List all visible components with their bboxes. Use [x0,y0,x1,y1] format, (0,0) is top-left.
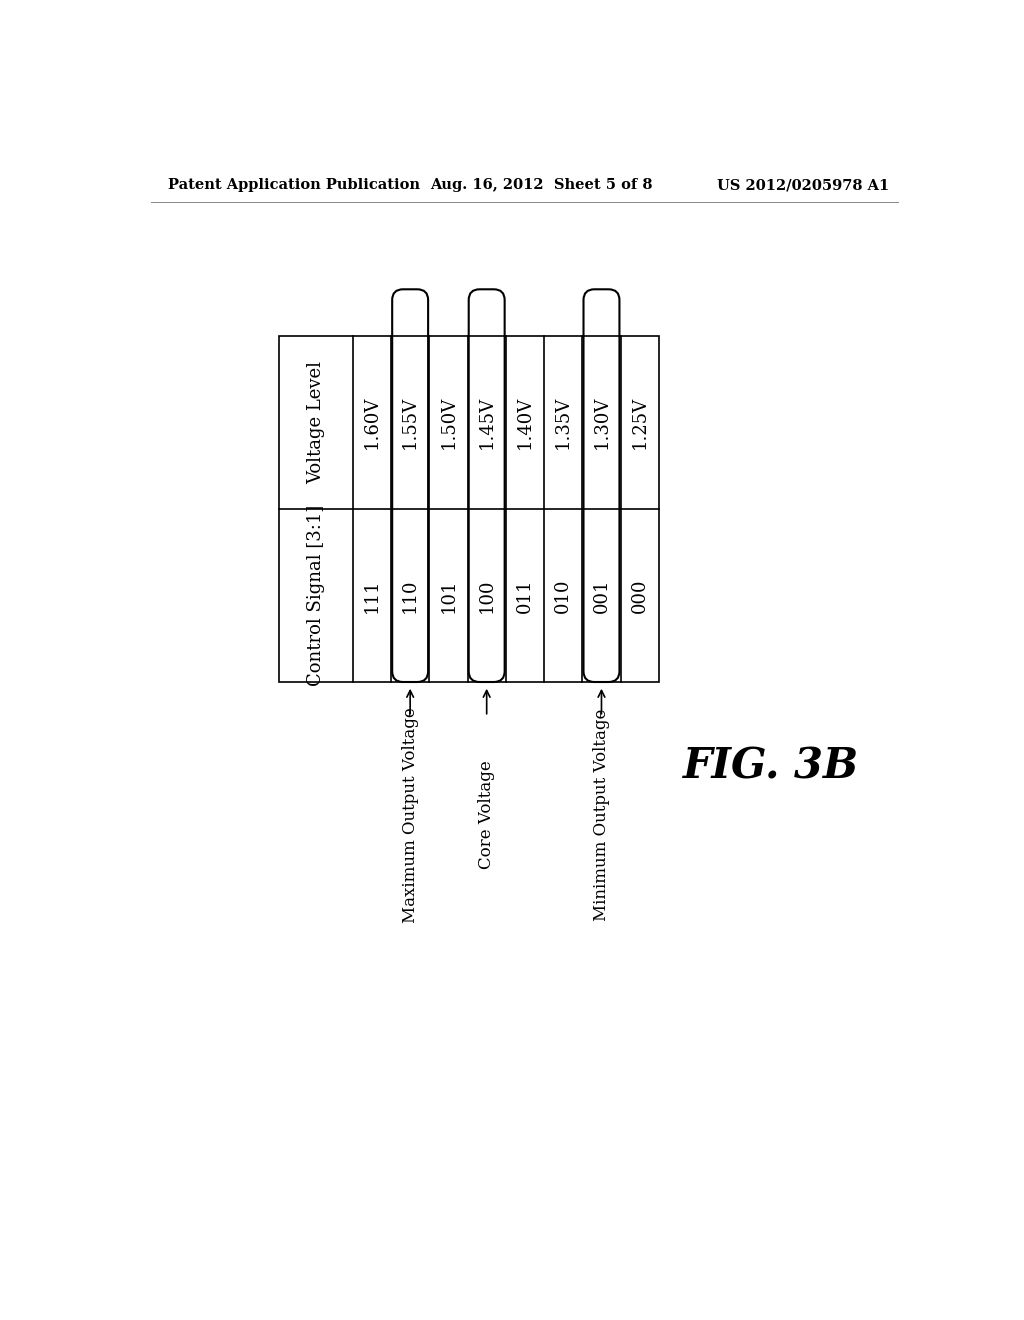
Text: 100: 100 [477,578,496,612]
Text: 101: 101 [439,578,458,612]
Text: Core Voltage: Core Voltage [478,760,496,869]
Text: Maximum Output Voltage: Maximum Output Voltage [401,708,419,923]
Text: 001: 001 [593,578,610,612]
Text: 1.35V: 1.35V [554,396,572,449]
Text: 011: 011 [516,578,534,612]
Bar [280,335,658,682]
Text: 1.45V: 1.45V [477,396,496,449]
Text: Aug. 16, 2012  Sheet 5 of 8: Aug. 16, 2012 Sheet 5 of 8 [430,178,652,193]
Text: Control Signal [3:1]: Control Signal [3:1] [307,504,325,686]
Text: 1.25V: 1.25V [631,396,649,449]
Text: 1.55V: 1.55V [401,396,419,449]
Text: 1.30V: 1.30V [593,396,610,449]
Text: Patent Application Publication: Patent Application Publication [168,178,420,193]
Text: 000: 000 [631,578,649,612]
Text: 1.50V: 1.50V [439,396,458,449]
Text: 111: 111 [362,578,381,612]
Text: 1.60V: 1.60V [362,396,381,449]
Text: 010: 010 [554,578,572,612]
Text: US 2012/0205978 A1: US 2012/0205978 A1 [717,178,889,193]
Text: Minimum Output Voltage: Minimum Output Voltage [593,709,610,921]
Text: 110: 110 [401,578,419,612]
Text: FIG. 3B: FIG. 3B [683,746,859,788]
Text: Voltage Level: Voltage Level [307,360,325,483]
Text: 1.40V: 1.40V [516,396,534,449]
